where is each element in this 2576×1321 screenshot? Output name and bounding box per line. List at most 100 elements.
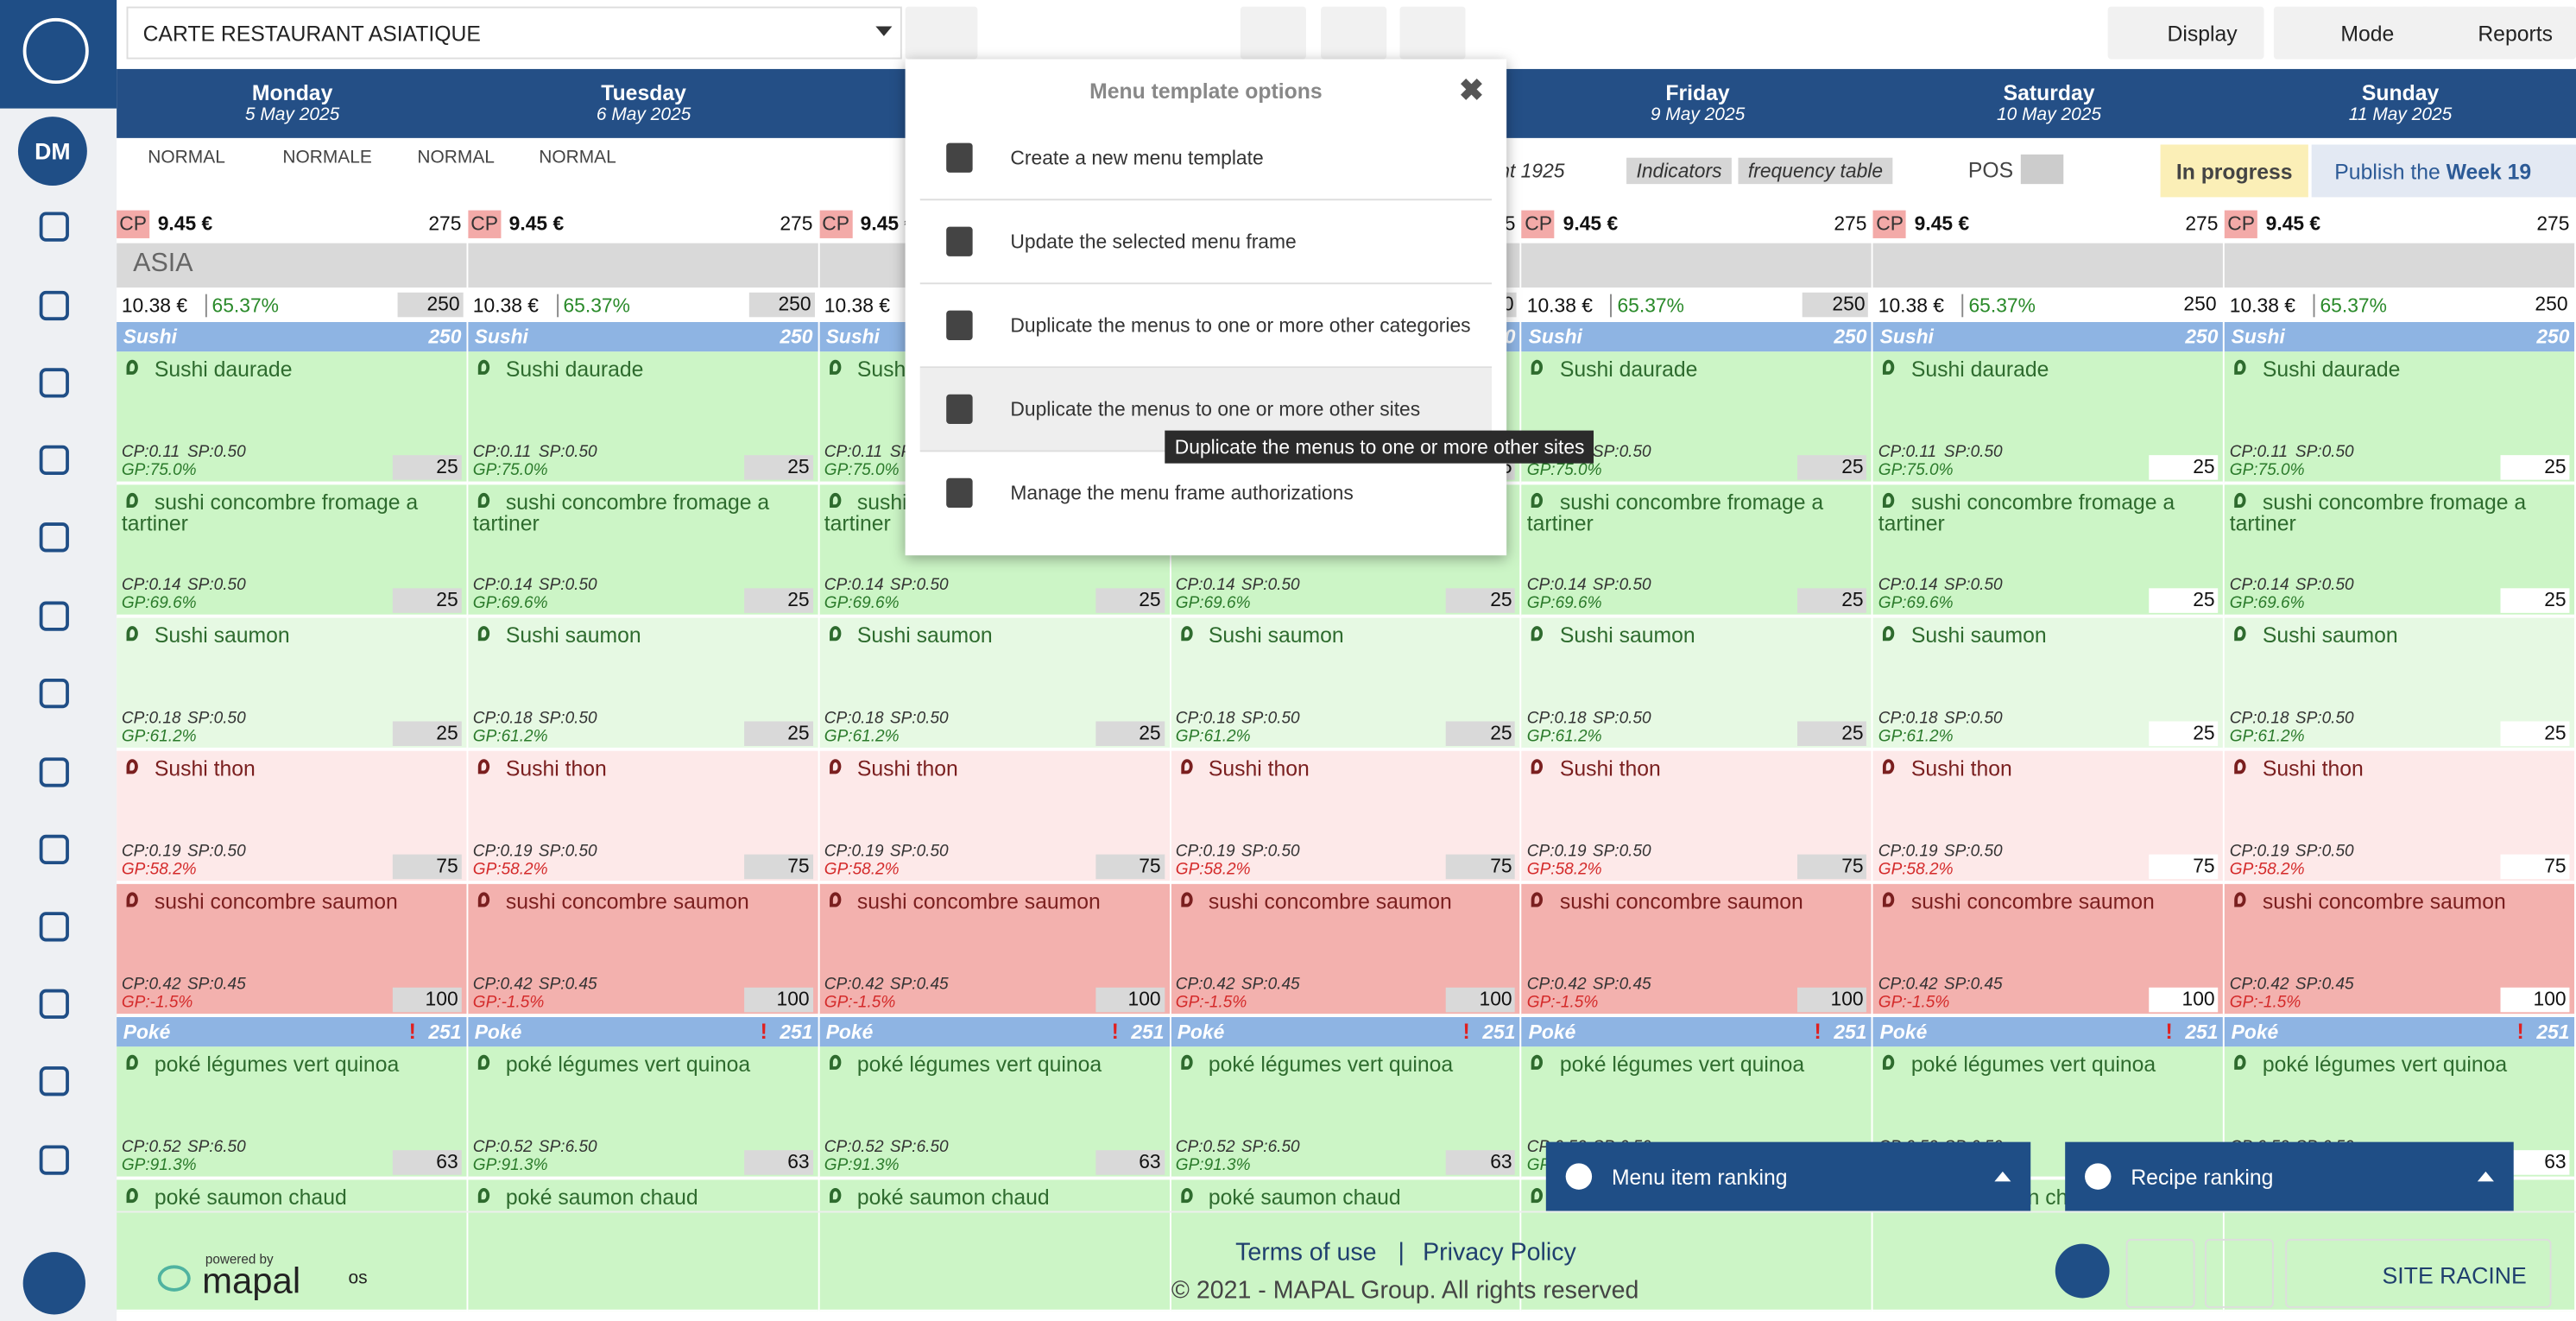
help-button[interactable]	[2055, 1243, 2110, 1299]
menu-item[interactable]: sushi concombre saumon CP:0.42 SP:0.45 GP:-…	[1873, 883, 2224, 1016]
menu-item[interactable]: sushi concombre fromage a tartiner CP:0.1…	[117, 484, 467, 616]
nav-icon[interactable]	[39, 1066, 69, 1097]
item-qty[interactable]: 63	[1095, 1150, 1165, 1175]
calendar-button[interactable]	[1321, 6, 1387, 60]
item-qty[interactable]: 25	[2149, 721, 2219, 747]
menu-item[interactable]: poké saumon chaud	[819, 1179, 1170, 1312]
item-qty[interactable]: 100	[2500, 987, 2570, 1013]
item-qty[interactable]: 100	[1446, 987, 1516, 1013]
menu-item[interactable]: sushi concombre saumon CP:0.42 SP:0.45 GP:-…	[2225, 883, 2575, 1016]
avatar[interactable]: DM	[17, 117, 87, 186]
menu-item[interactable]: Sushi thon CP:0.19 SP:0.50 GP:58.2% 75	[1873, 750, 2224, 882]
item-qty[interactable]: 63	[1446, 1150, 1516, 1175]
nav-icon[interactable]	[39, 834, 69, 865]
item-qty[interactable]: 25	[2500, 721, 2570, 747]
menu-item[interactable]: Sushi saumon CP:0.18 SP:0.50 GP:61.2% 25	[819, 617, 1170, 749]
item-qty[interactable]: 100	[1797, 987, 1867, 1013]
menu-item[interactable]: Sushi thon CP:0.19 SP:0.50 GP:58.2% 75	[2225, 750, 2575, 882]
menu-item[interactable]: sushi concombre saumon CP:0.42 SP:0.45 GP:-…	[117, 883, 467, 1016]
menu-item[interactable]: Sushi saumon CP:0.18 SP:0.50 GP:61.2% 25	[468, 617, 818, 749]
item-qty[interactable]: 25	[1797, 721, 1867, 747]
item-qty[interactable]: 25	[1797, 455, 1867, 480]
item-qty[interactable]: 25	[2149, 455, 2219, 480]
nav-icon[interactable]	[39, 445, 69, 475]
menu-item[interactable]: sushi concombre saumon CP:0.42 SP:0.45 GP:-…	[1171, 883, 1521, 1016]
terms-link[interactable]: Terms of use	[1235, 1238, 1377, 1267]
item-qty[interactable]: 75	[1446, 854, 1516, 880]
item-qty[interactable]: 25	[1797, 588, 1867, 613]
item-qty[interactable]: 25	[1446, 588, 1516, 613]
menu-select[interactable]: CARTE RESTAURANT ASIATIQUE	[126, 6, 902, 60]
nav-icon[interactable]	[39, 1145, 69, 1175]
menu-item[interactable]: sushi concombre fromage a tartiner CP:0.1…	[1522, 484, 1872, 616]
popup-option[interactable]: Manage the menu frame authorizations	[920, 452, 1492, 535]
item-qty[interactable]: 75	[2149, 854, 2219, 880]
item-qty[interactable]: 75	[743, 854, 813, 880]
nav-icon[interactable]	[39, 989, 69, 1019]
popup-option[interactable]: Update the selected menu frame	[919, 200, 1493, 285]
menu-item[interactable]: Sushi thon CP:0.19 SP:0.50 GP:58.2% 75	[1171, 750, 1521, 882]
menu-item[interactable]: Sushi saumon CP:0.18 SP:0.50 GP:61.2% 25	[1171, 617, 1521, 749]
next-button[interactable]	[1399, 6, 1466, 60]
menu-item[interactable]: sushi concombre fromage a tartiner CP:0.1…	[468, 484, 818, 616]
popup-option[interactable]: Duplicate the menus to one or more other…	[919, 284, 1493, 369]
settings-button[interactable]	[905, 6, 978, 60]
indicators-tag[interactable]: Indicators	[1626, 157, 1732, 185]
pos-button[interactable]	[2020, 154, 2064, 185]
item-qty[interactable]: 25	[392, 455, 462, 480]
item-qty[interactable]: 25	[1446, 721, 1516, 747]
frequency-tag[interactable]: frequency table	[1738, 157, 1893, 185]
menu-item[interactable]: Sushi thon CP:0.19 SP:0.50 GP:58.2% 75	[117, 750, 467, 882]
privacy-link[interactable]: Privacy Policy	[1423, 1238, 1576, 1267]
nav-icon[interactable]	[39, 678, 69, 709]
nav-icon[interactable]	[39, 368, 69, 398]
item-qty[interactable]: 25	[2500, 588, 2570, 613]
menu-item[interactable]: Sushi saumon CP:0.18 SP:0.50 GP:61.2% 25	[1873, 617, 2224, 749]
menu-item[interactable]: sushi concombre saumon CP:0.42 SP:0.45 GP:-…	[819, 883, 1170, 1016]
item-qty[interactable]: 63	[743, 1150, 813, 1175]
item-qty[interactable]: 25	[392, 588, 462, 613]
item-qty[interactable]: 75	[2500, 854, 2570, 880]
nav-icon[interactable]	[39, 522, 69, 553]
menu-item[interactable]: sushi concombre fromage a tartiner CP:0.1…	[2225, 484, 2575, 616]
chat-button[interactable]	[2125, 1238, 2195, 1308]
menu-item[interactable]: Sushi saumon CP:0.18 SP:0.50 GP:61.2% 25	[117, 617, 467, 749]
item-qty[interactable]: 100	[743, 987, 813, 1013]
nav-icon[interactable]	[39, 757, 69, 787]
menu-item[interactable]: Sushi thon CP:0.19 SP:0.50 GP:58.2% 75	[468, 750, 818, 882]
feedback-button[interactable]	[2204, 1238, 2274, 1308]
item-qty[interactable]: 25	[2500, 455, 2570, 480]
menu-item[interactable]: sushi concombre fromage a tartiner CP:0.1…	[1873, 484, 2224, 616]
item-qty[interactable]: 75	[392, 854, 462, 880]
header-button[interactable]: Display	[2107, 6, 2264, 60]
header-button[interactable]: Mode	[2273, 6, 2428, 60]
item-qty[interactable]: 25	[743, 588, 813, 613]
nav-icon[interactable]	[39, 212, 69, 242]
item-qty[interactable]: 75	[1797, 854, 1867, 880]
popup-option[interactable]: Create a new menu template	[919, 117, 1493, 201]
menu-item[interactable]: Sushi saumon CP:0.18 SP:0.50 GP:61.2% 25	[2225, 617, 2575, 749]
menu-item[interactable]: Sushi thon CP:0.19 SP:0.50 GP:58.2% 75	[1522, 750, 1872, 882]
item-qty[interactable]: 25	[1095, 721, 1165, 747]
site-button[interactable]: SITE RACINE	[2285, 1238, 2552, 1308]
menu-item[interactable]: poké saumon chaud	[468, 1179, 818, 1312]
menu-item[interactable]: poké saumon chaud	[1171, 1179, 1521, 1312]
prev-button[interactable]	[1240, 6, 1306, 60]
publish-button[interactable]: Publish the Week 19	[2311, 144, 2576, 198]
menu-item[interactable]: sushi concombre saumon CP:0.42 SP:0.45 GP:-…	[468, 883, 818, 1016]
item-qty[interactable]: 75	[1095, 854, 1165, 880]
nav-icon[interactable]	[39, 912, 69, 942]
item-qty[interactable]: 25	[743, 721, 813, 747]
item-qty[interactable]: 25	[743, 455, 813, 480]
item-qty[interactable]: 100	[1095, 987, 1165, 1013]
item-qty[interactable]: 25	[392, 721, 462, 747]
nav-icon[interactable]	[39, 601, 69, 631]
ranking-panel[interactable]: Menu item ranking	[1545, 1141, 2031, 1211]
